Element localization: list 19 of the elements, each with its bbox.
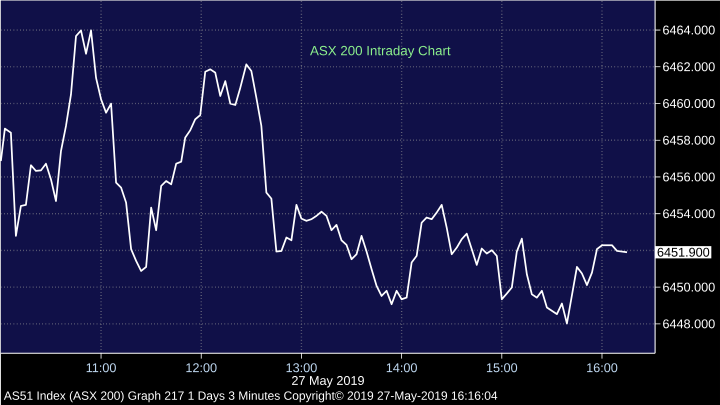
y-tick-label: 6460.000 bbox=[663, 98, 715, 108]
x-tick-label: 11:00 bbox=[86, 363, 116, 372]
y-tick-label: 6462.000 bbox=[663, 62, 715, 72]
line-series bbox=[0, 29, 628, 324]
y-tick-label: 6464.000 bbox=[663, 25, 715, 34]
x-tick-label: 13:00 bbox=[286, 363, 317, 372]
x-tick-label: 16:00 bbox=[587, 363, 618, 372]
x-tick-label: 14:00 bbox=[386, 363, 417, 372]
x-axis-title: 27 May 2019 bbox=[292, 376, 364, 388]
y-tick-label: 6456.000 bbox=[663, 172, 715, 182]
y-tick-label: 6454.000 bbox=[663, 209, 715, 218]
text: ASX 200 Intraday Chart bbox=[310, 46, 451, 58]
x-tick-label: 15:00 bbox=[486, 363, 518, 372]
text: 6451.900 bbox=[658, 248, 710, 257]
text: AS51 Index (ASX 200) Graph 217 1 Days 3 Minutes Copyright© 2019 27-May-2019 16:16:04 bbox=[4, 390, 498, 402]
y-tick-label: 6448.000 bbox=[663, 319, 715, 328]
x-tick-label: 12:00 bbox=[186, 363, 217, 372]
y-tick-label: 6458.000 bbox=[663, 136, 715, 145]
y-tick-label: 6450.000 bbox=[663, 282, 715, 292]
